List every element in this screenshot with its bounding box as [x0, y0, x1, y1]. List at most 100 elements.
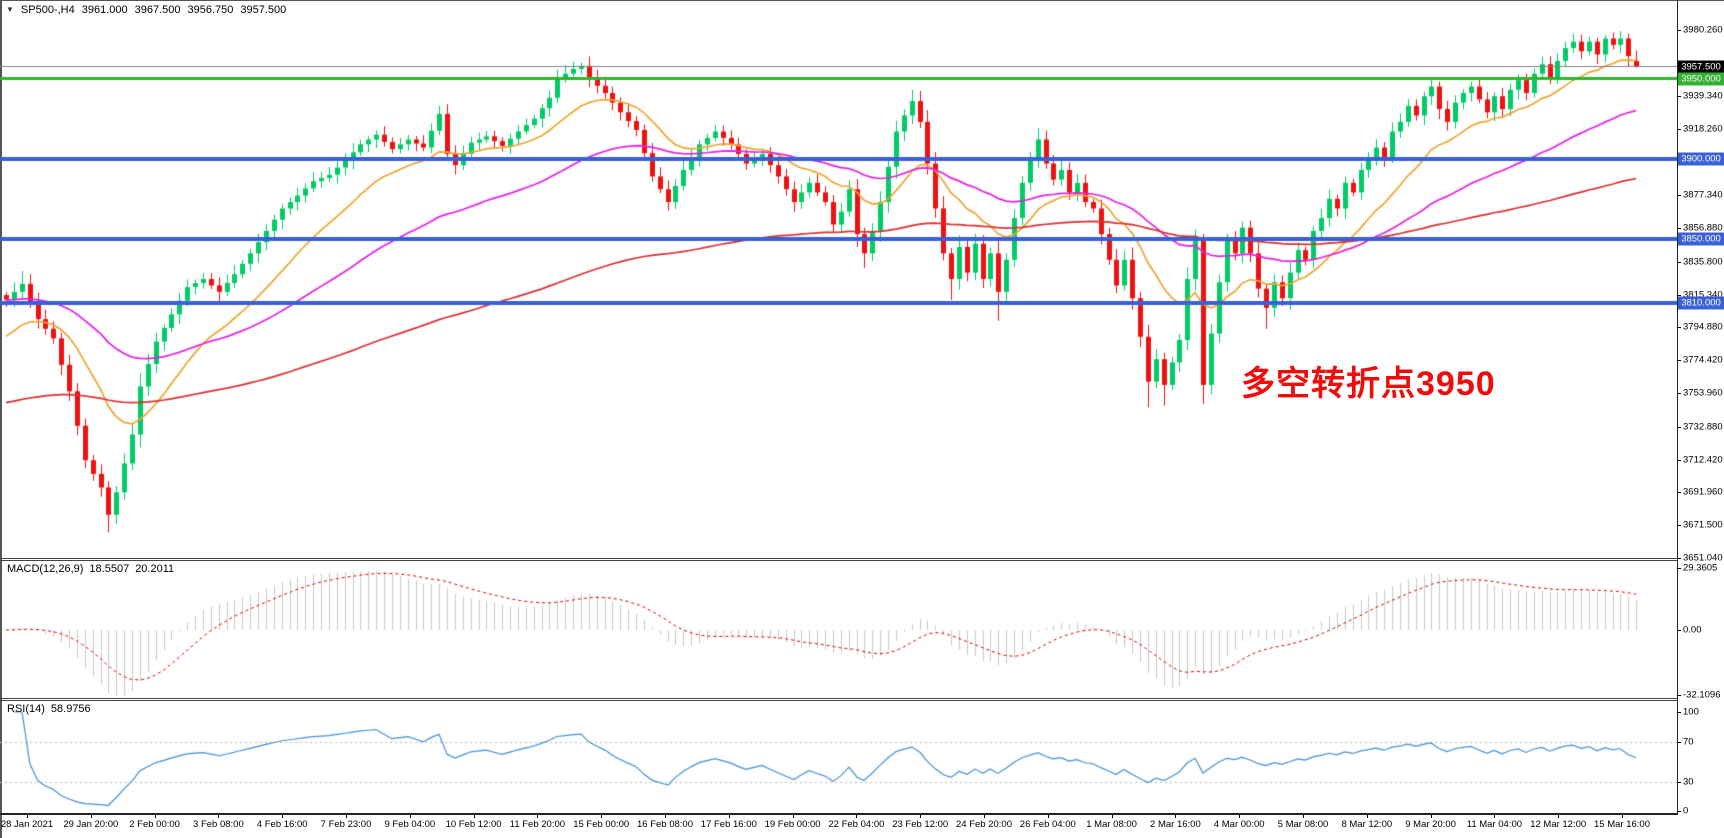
time-axis-label: 9 Mar 20:00	[1405, 819, 1456, 830]
price-axis-tick	[1677, 427, 1681, 428]
rsi-axis-tick	[1677, 742, 1681, 743]
time-axis-tick	[537, 815, 538, 818]
time-axis-tick	[91, 815, 92, 818]
time-axis-tick	[346, 815, 347, 818]
time-axis-label: 22 Feb 04:00	[828, 819, 885, 830]
price-axis-label: 3835.800	[1683, 256, 1723, 268]
price-axis-border	[1677, 0, 1678, 815]
rsi-axis-tick	[1677, 782, 1681, 783]
macd-main-value: 18.5507	[89, 563, 130, 575]
price-axis-tick	[1677, 30, 1681, 31]
time-axis-tick	[218, 815, 219, 818]
time-axis-label: 11 Feb 20:00	[509, 819, 566, 830]
rsi-axis-label: 70	[1683, 736, 1694, 748]
rsi-axis-label: 30	[1683, 776, 1694, 788]
time-axis-label: 19 Feb 00:00	[764, 819, 821, 830]
time-axis-label: 15 Mar 16:00	[1594, 819, 1650, 830]
rsi-indicator-label: RSI(14) 58.9756	[7, 703, 91, 715]
rsi-name: RSI(14)	[7, 703, 45, 715]
time-axis-label: 8 Mar 12:00	[1341, 819, 1393, 830]
price-axis-label: 3856.880	[1683, 222, 1723, 234]
macd-name: MACD(12,26,9)	[7, 563, 84, 575]
panel-separator	[0, 560, 1677, 561]
price-axis-tick	[1677, 492, 1681, 493]
time-axis-label: 2 Feb 00:00	[129, 819, 180, 830]
ohlc-open: 3961.000	[81, 4, 128, 16]
macd-signal-value: 20.2011	[135, 563, 175, 575]
price-axis-tick	[1677, 129, 1681, 130]
time-axis-label: 24 Feb 20:00	[956, 819, 1012, 830]
time-axis-label: 17 Feb 16:00	[700, 819, 757, 830]
time-axis-label: 12 Mar 12:00	[1530, 819, 1587, 830]
ohlc-low: 3956.750	[187, 4, 234, 16]
time-axis-tick	[410, 815, 411, 818]
macd-axis-label: -32.1096	[1683, 689, 1721, 701]
ohlc-close: 3957.500	[240, 4, 287, 16]
price-axis-label: 3712.420	[1683, 454, 1723, 466]
time-axis-label: 4 Feb 16:00	[256, 819, 308, 830]
chart-header: ▼ SP500-,H4 3961.000 3967.500 3956.750 3957.5…	[6, 4, 286, 16]
panel-separator	[0, 700, 1677, 701]
time-axis-tick	[1112, 815, 1113, 818]
price-axis-tick	[1677, 525, 1681, 526]
time-axis-label: 23 Feb 12:00	[892, 819, 949, 830]
price-axis-label: 3815.340	[1683, 289, 1723, 301]
price-axis-tick	[1677, 558, 1681, 559]
price-axis-label: 3753.960	[1683, 387, 1723, 399]
time-axis-tick	[665, 815, 666, 818]
price-axis-tick	[1677, 262, 1681, 263]
price-axis-label: 3794.880	[1683, 321, 1723, 333]
time-axis-tick	[27, 815, 28, 818]
time-axis-label: 16 Feb 08:00	[637, 819, 693, 830]
price-level-badge: 3950.000	[1678, 72, 1724, 86]
time-axis-label: 5 Mar 08:00	[1277, 819, 1329, 830]
symbol-timeframe-label: SP500-,H4	[20, 4, 75, 16]
time-axis-tick	[1622, 815, 1623, 818]
time-axis-label: 7 Feb 23:00	[320, 819, 372, 830]
price-axis-label: 3774.420	[1683, 354, 1723, 366]
time-axis-label: 11 Mar 04:00	[1466, 819, 1523, 830]
price-axis-tick	[1677, 460, 1681, 461]
time-axis-tick	[1367, 815, 1368, 818]
price-axis-tick	[1677, 295, 1681, 296]
macd-axis-label: 0.00	[1683, 624, 1702, 636]
price-axis-label: 3691.960	[1683, 486, 1723, 498]
time-axis-tick	[984, 815, 985, 818]
rsi-axis-label: 0	[1683, 805, 1689, 817]
time-axis-border	[0, 813, 1677, 815]
chart-canvas[interactable]	[0, 0, 1677, 815]
time-axis-tick	[793, 815, 794, 818]
panel-separator[interactable]	[0, 698, 1677, 699]
price-level-badge: 3957.500	[1678, 60, 1724, 74]
time-axis-tick	[1048, 815, 1049, 818]
price-level-badge: 3850.000	[1678, 232, 1724, 246]
price-level-badge: 3810.000	[1678, 296, 1724, 310]
time-axis-label: 10 Feb 12:00	[445, 819, 502, 830]
time-axis-label: 3 Feb 08:00	[193, 819, 244, 830]
macd-axis-tick	[1677, 630, 1681, 631]
price-axis-tick	[1677, 360, 1681, 361]
time-axis-tick	[1558, 815, 1559, 818]
collapse-chart-icon[interactable]: ▼	[6, 5, 14, 14]
time-axis-label: 15 Feb 00:00	[573, 819, 630, 830]
time-axis-tick	[920, 815, 921, 818]
time-axis-tick	[1239, 815, 1240, 818]
time-axis-tick	[856, 815, 857, 818]
price-axis-tick	[1677, 96, 1681, 97]
price-level-badge: 3900.000	[1678, 152, 1724, 166]
time-axis-tick	[1431, 815, 1432, 818]
rsi-axis-label: 100	[1683, 706, 1699, 718]
panel-separator[interactable]	[0, 558, 1677, 559]
time-axis-tick	[155, 815, 156, 818]
time-axis-label: 26 Feb 04:00	[1019, 819, 1076, 830]
price-axis-label: 3980.260	[1683, 24, 1723, 36]
price-annotation-text: 多空转折点3950	[1241, 365, 1496, 403]
price-axis-label: 3671.500	[1683, 519, 1723, 531]
time-axis-label: 4 Mar 00:00	[1213, 819, 1265, 830]
time-axis-tick	[474, 815, 475, 818]
time-axis-tick	[729, 815, 730, 818]
time-axis-label: 29 Jan 20:00	[63, 819, 119, 830]
macd-axis-tick	[1677, 568, 1681, 569]
price-axis-label: 3651.040	[1683, 552, 1723, 564]
